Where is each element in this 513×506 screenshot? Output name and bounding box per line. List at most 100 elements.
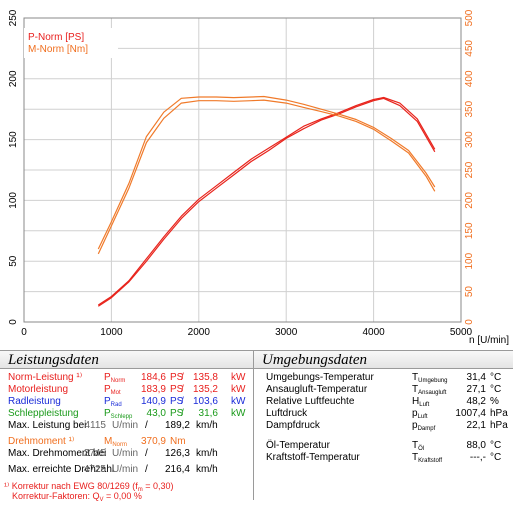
unit-kw: kW [231,372,246,383]
row-label: Max. Leistung bei [8,420,87,431]
plot-frame [23,17,462,323]
row-symbol: TAnsaugluft [412,384,446,399]
row-label: Luftdruck [266,408,308,419]
x-tick-label: 2000 [188,327,211,338]
leistungsdaten-title: Leistungsdaten [0,350,253,369]
footnote-part: = 0,00 % [103,491,142,501]
y-right-tick-label: 0 [464,319,475,325]
value: 48,2 [466,396,486,407]
x-tick-label: 5000 [450,327,473,338]
symbol: T [412,372,419,383]
y-right-tick-label: 50 [464,286,475,298]
speed-value: 216,4 [164,464,190,475]
footnote-part: m [137,487,143,493]
symbol: T [412,384,419,395]
symbol: p [412,420,418,431]
row-symbol: HLuft [412,396,429,411]
value-ps: 43,0 [146,408,166,419]
chart-curves [97,95,436,307]
x-tick-label: 1000 [100,327,123,338]
legend-entry-m-norm: M-Norm [Nm] [28,44,88,55]
footnote-part: Korrektur-Faktoren: Q [12,491,100,501]
row-label: Dampfdruck [266,420,320,431]
value-kw: 31,6 [198,408,218,419]
y-right-tick-label: 150 [464,222,475,239]
value-kw: 103,6 [192,396,218,407]
x-tick-label: 4000 [362,327,385,338]
speed-unit: km/h [196,420,218,431]
row-symbol: PMot [104,384,121,399]
separator: / [145,464,148,475]
row-symbol: MNorm [104,436,127,451]
footnote-part: ¹⁾ Korrektur nach EWG 80/1269 (f [4,481,138,491]
symbol-sub: Ansaugluft [418,390,447,396]
x-axis-label: n [U/min] [469,335,509,346]
y-right-tick-label: 200 [464,192,475,209]
value-kw: 135,2 [192,384,218,395]
rpm-value: 4115 [84,420,106,431]
row-symbol: pDampf [412,420,435,435]
speed-unit: km/h [196,464,218,475]
separator: / [145,448,148,459]
legend-entry-p-norm: P-Norm [PS] [28,32,84,43]
y-right-tick-label: 400 [464,70,475,87]
umgebungsdaten-title: Umgebungsdaten [254,350,513,369]
unit-kw: kW [231,396,246,407]
row-symbol: PNorm [104,372,125,387]
symbol-sub: Umgebung [418,378,448,384]
separator: / [145,420,148,431]
row-label: Öl-Temperatur [266,440,330,451]
row-symbol: pLuft [412,408,428,423]
x-tick-label: 0 [21,327,27,338]
unit: hPa [490,408,508,419]
unit: °C [490,440,502,451]
row-label: Relative Luftfeuchte [266,396,355,407]
torque-unit: Nm [170,436,186,447]
symbol: T [412,452,419,463]
unit-ps: PS [170,396,184,407]
value: 22,1 [466,420,486,431]
value-kw: 135,8 [192,372,218,383]
unit: hPa [490,420,508,431]
row-symbol: TUmgebung [412,372,447,387]
row-symbol: PRad [104,396,122,411]
unit-ps: PS [170,408,184,419]
separator: / [181,408,184,419]
unit-ps: PS [170,372,184,383]
separator: / [181,384,184,395]
symbol-sub: Luft [417,414,428,420]
speed-value: 126,3 [164,448,190,459]
chart-grid [24,18,461,322]
rpm-unit: U/min [112,464,139,475]
chart-legend: P-Norm [PS] M-Norm [Nm] [24,28,118,58]
symbol-sub: Norm [110,378,126,384]
x-tick-label: 3000 [275,327,298,338]
row-label: Radleistung [8,396,61,407]
row-label: Max. erreichte Drehzahl [8,464,115,475]
unit: °C [490,372,502,383]
speed-value: 189,2 [164,420,190,431]
y-left-tick-label: 50 [8,255,19,267]
torque-curve [97,99,436,255]
separator: / [181,372,184,383]
y-right-tick-label: 100 [464,252,475,269]
symbol-sub: Kraftstoff [418,458,443,464]
y-left-tick-label: 200 [8,70,19,87]
symbol-sub: Schlepp [110,414,133,420]
unit-ps: PS [170,384,184,395]
y-right-tick-label: 500 [464,9,475,26]
unit: °C [490,452,502,463]
umgebungsdaten-panel: Umgebungsdaten Umgebungs-Temperatur TUmge… [253,350,513,500]
rpm-unit: U/min [112,420,139,431]
row-symbol: TKraftstoff [412,452,442,467]
row-label: Ansaugluft-Temperatur [266,384,368,395]
symbol-sub: Dampf [417,426,436,432]
rpm-unit: U/min [112,448,139,459]
unit: °C [490,384,502,395]
torque-curve [97,95,436,250]
symbol-sub: Norm [112,442,128,448]
row-label: Norm-Leistung ¹⁾ [8,372,83,383]
power-curve [97,97,436,307]
speed-unit: km/h [196,448,218,459]
footnote-2-text: Korrektur-Faktoren: QV = 0,00 % [12,490,142,506]
